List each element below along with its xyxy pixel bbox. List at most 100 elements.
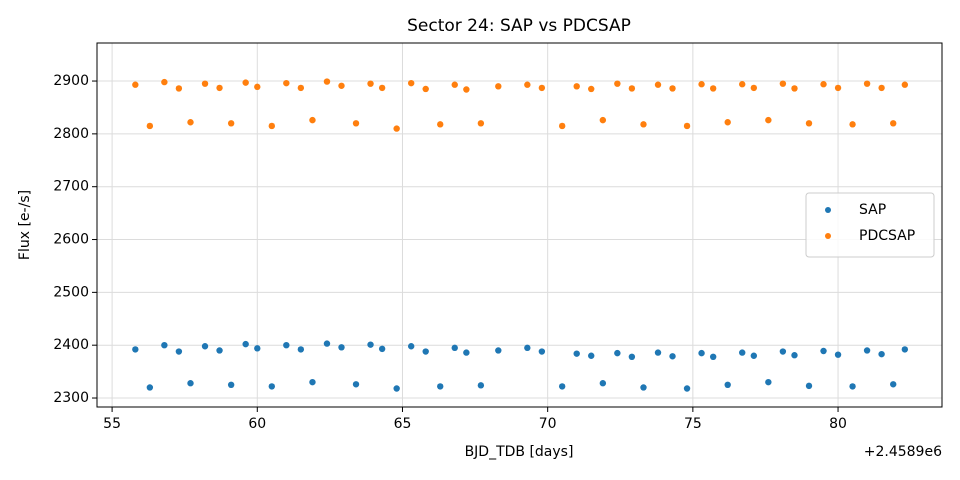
data-point [538, 348, 546, 355]
data-point [378, 84, 386, 92]
data-point [805, 120, 813, 127]
data-point [175, 85, 183, 92]
data-point [437, 121, 444, 128]
data-point [724, 119, 731, 126]
data-point [309, 378, 316, 386]
data-point [477, 120, 485, 127]
data-point [878, 84, 885, 92]
data-point [309, 116, 316, 124]
y-tick-label: 2600 [53, 232, 89, 248]
data-point [834, 351, 842, 358]
data-point [614, 80, 621, 87]
data-point [901, 346, 909, 353]
data-point [669, 85, 676, 92]
data-point [573, 350, 580, 357]
data-point [669, 353, 676, 360]
data-point [683, 122, 691, 130]
data-point [495, 83, 502, 90]
data-point [628, 353, 636, 361]
x-axis-label: BJD_TDB [days] [465, 444, 574, 460]
data-point [451, 81, 458, 88]
data-point [805, 382, 813, 390]
data-point [820, 81, 827, 88]
x-tick-label: 80 [829, 416, 847, 432]
data-point [132, 81, 139, 88]
y-tick-label: 2700 [53, 179, 89, 195]
data-point [849, 383, 856, 390]
data-point [352, 381, 360, 388]
data-point [683, 385, 691, 392]
data-point [739, 81, 746, 88]
x-tick-label: 55 [103, 416, 121, 432]
data-point [779, 348, 787, 355]
data-point [640, 384, 647, 391]
data-point [407, 343, 415, 350]
data-point [297, 84, 305, 92]
data-point [367, 80, 374, 87]
data-point [161, 78, 168, 86]
data-point [242, 79, 249, 86]
data-point [890, 381, 897, 388]
data-point [654, 349, 662, 356]
data-point [297, 346, 305, 353]
data-point [863, 347, 871, 354]
data-point [352, 120, 360, 127]
y-tick-label: 2300 [53, 390, 89, 406]
data-point [558, 383, 566, 390]
data-point [367, 341, 374, 348]
legend-label: SAP [859, 202, 886, 218]
data-point [216, 84, 223, 92]
data-point [451, 344, 458, 352]
data-point [268, 122, 276, 130]
data-point [216, 347, 223, 354]
data-point [709, 353, 717, 361]
data-point [323, 78, 331, 85]
data-point [558, 122, 566, 130]
data-point [640, 121, 647, 128]
data-point [750, 352, 758, 359]
y-axis-label: Flux [e-/s] [17, 190, 33, 260]
data-point [463, 349, 470, 356]
data-point [422, 348, 429, 355]
data-point [201, 343, 209, 350]
data-point [407, 79, 415, 87]
data-point [227, 381, 235, 389]
data-point [791, 352, 798, 359]
data-point [834, 84, 842, 92]
data-point [437, 383, 444, 390]
data-point [524, 344, 531, 352]
data-point [524, 81, 531, 88]
data-point [283, 341, 290, 349]
plot-area [132, 78, 909, 392]
chart-title: Sector 24: SAP vs PDCSAP [407, 16, 631, 36]
data-point [709, 85, 717, 92]
data-point [378, 345, 386, 353]
data-point [698, 349, 705, 357]
data-point [724, 381, 731, 389]
data-point [393, 125, 400, 132]
data-point [614, 349, 621, 357]
data-point [901, 81, 909, 88]
data-point [227, 120, 235, 127]
y-tick-label: 2400 [53, 337, 89, 353]
legend: SAP PDCSAP [805, 192, 935, 258]
data-point [187, 119, 194, 126]
data-point [750, 84, 758, 92]
data-point [254, 83, 261, 91]
legend-marker [825, 207, 831, 213]
data-point [422, 85, 429, 93]
legend-box [805, 192, 935, 258]
data-point [495, 347, 502, 354]
data-point [599, 116, 607, 124]
data-point [338, 82, 345, 89]
data-point [477, 382, 485, 389]
x-offset-label: +2.4589e6 [864, 444, 942, 460]
data-point [698, 81, 705, 88]
data-point [863, 80, 871, 87]
data-point [890, 120, 897, 127]
data-point [739, 349, 746, 356]
data-point [599, 380, 607, 387]
y-tick-label: 2800 [53, 126, 89, 142]
data-point [146, 384, 154, 391]
